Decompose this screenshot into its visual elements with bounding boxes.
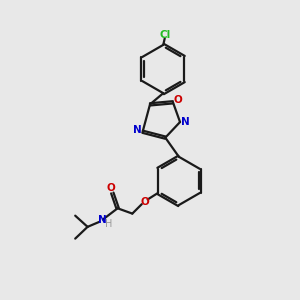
Text: N: N (181, 117, 190, 127)
Text: N: N (133, 125, 142, 135)
Text: O: O (140, 197, 149, 207)
Text: O: O (106, 183, 115, 193)
Text: Cl: Cl (159, 31, 170, 40)
Text: N: N (98, 215, 107, 225)
Text: H: H (105, 219, 112, 229)
Text: O: O (174, 95, 182, 105)
